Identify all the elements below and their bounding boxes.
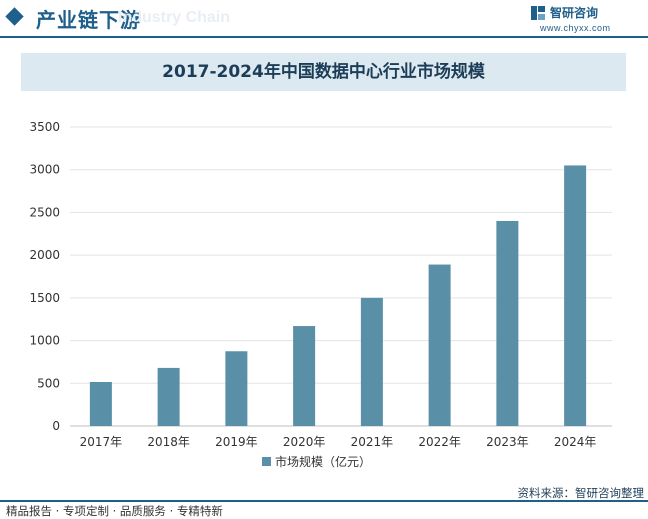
brand-url: www.chyxx.com: [540, 23, 611, 33]
x-tick-label: 2023年: [486, 435, 529, 449]
chart-title: 2017-2024年中国数据中心行业市场规模: [162, 62, 485, 82]
bar: [496, 220, 519, 426]
y-tick-label: 1000: [29, 334, 60, 348]
x-tick-label: 2017年: [80, 435, 123, 449]
y-tick-label: 2500: [29, 205, 60, 219]
bar: [564, 165, 587, 426]
bar-chart: 0 500 1000 1500 2000 2500 3000 3500 2017年 2018年 20…: [29, 120, 612, 469]
chart-title-band: 2017-2024年中国数据中心行业市场规模: [21, 53, 626, 91]
y-tick-label: 2000: [29, 248, 60, 262]
brand-name: 智研咨询: [550, 6, 599, 20]
footer-tagline: 精品报告 · 专项定制 · 品质服务 · 专精特新: [6, 504, 223, 518]
bar: [157, 367, 180, 426]
y-tick-label: 500: [37, 376, 60, 390]
y-tick-label: 0: [52, 419, 60, 433]
x-tick-label: 2022年: [418, 435, 461, 449]
header-divider: [0, 36, 648, 38]
x-tick-label: 2024年: [554, 435, 597, 449]
diamond-icon: [5, 7, 24, 26]
y-tick-label: 3000: [29, 163, 60, 177]
bar: [89, 382, 112, 426]
legend-label: 市场规模（亿元）: [275, 454, 371, 469]
brand-logo-block: 智研咨询 www.chyxx.com: [530, 3, 640, 37]
x-tick-label: 2020年: [283, 435, 326, 449]
footer-divider: [0, 500, 648, 502]
x-tick-label: 2018年: [147, 435, 190, 449]
header-bar: 产业链下游 Industry Chain 智研咨询 www.chyxx.com: [0, 0, 648, 38]
bar: [360, 297, 383, 426]
bar: [428, 264, 451, 426]
y-tick-label: 1500: [29, 291, 60, 305]
y-tick-label: 3500: [29, 120, 60, 134]
brand-logo-icon: [531, 6, 545, 20]
source-note: 资料来源：智研咨询整理: [517, 486, 645, 500]
legend-swatch: [262, 457, 271, 466]
x-tick-label: 2021年: [351, 435, 394, 449]
header-watermark-text: Industry Chain: [118, 9, 231, 26]
x-tick-label: 2019年: [215, 435, 258, 449]
bar: [293, 326, 316, 426]
page-title: 产业链下游: [36, 8, 141, 32]
bar: [225, 351, 248, 426]
